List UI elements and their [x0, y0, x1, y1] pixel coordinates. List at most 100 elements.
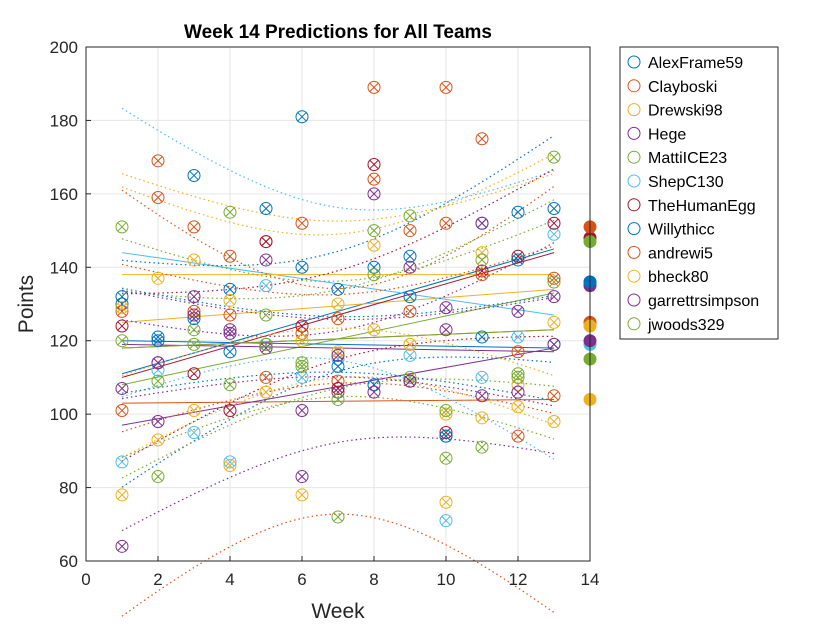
y-tick-label: 80: [59, 479, 78, 498]
legend-marker-Drewski98: [627, 103, 641, 117]
data-point-Drewski98: [223, 293, 237, 307]
y-tick-label: 100: [50, 405, 78, 424]
data-point-Willythicc: [403, 290, 417, 304]
data-point-MattiICE23: [511, 367, 525, 381]
data-point-AlexFrame59: [331, 282, 345, 296]
legend-marker-andrewi5: [627, 245, 641, 259]
confidence-band-Drewski98: [121, 153, 555, 236]
data-point-Hege: [259, 253, 273, 267]
data-point-bheck80: [259, 385, 273, 399]
data-point-Clayboski: [295, 216, 309, 230]
data-point-andrewi5: [259, 370, 273, 384]
data-point-ShepC130: [115, 455, 129, 469]
fit-line-garrettrsimpson: [121, 343, 555, 353]
axis-ticks: 0 2 4 6 8 10 12 14 60 80 100 120 140 160 180 200: [50, 38, 600, 589]
data-point-ShepC130: [223, 455, 237, 469]
y-tick-label: 120: [50, 332, 78, 351]
data-point-MattiICE23: [367, 268, 381, 282]
legend-marker-Willythicc: [627, 222, 641, 236]
data-point-Clayboski: [367, 80, 381, 94]
legend-marker-ShepC130: [627, 174, 641, 188]
x-tick-label: 14: [581, 570, 600, 589]
data-point-Drewski98: [367, 238, 381, 252]
data-point-Hege: [331, 385, 345, 399]
data-point-MattiICE23: [403, 370, 417, 384]
plot-frame: [85, 46, 591, 562]
data-point-ShepC130: [259, 279, 273, 293]
data-point-jwoods329: [187, 337, 201, 351]
data-point-andrewi5: [403, 304, 417, 318]
data-point-Hege: [295, 470, 309, 484]
confidence-band-jwoods329: [121, 219, 555, 282]
legend-label: andrewi5: [648, 245, 713, 262]
data-point-ShepC130: [187, 426, 201, 439]
data-point-AlexFrame59: [367, 260, 381, 274]
data-point-ShepC130: [295, 370, 309, 384]
data-point-Clayboski: [115, 403, 129, 417]
data-point-bheck80: [223, 459, 237, 473]
data-point-garrettrsimpson: [511, 385, 525, 399]
data-point-AlexFrame59: [151, 330, 165, 344]
data-point-garrettrsimpson: [367, 385, 381, 399]
data-point-TheHumanEgg: [187, 367, 201, 381]
data-point-AlexFrame59: [115, 290, 129, 304]
x-tick-label: 10: [437, 570, 456, 589]
legend-marker-AlexFrame59: [627, 55, 641, 69]
legend-marker-TheHumanEgg: [627, 198, 641, 212]
x-tick-label: 2: [153, 570, 162, 589]
data-point-AlexFrame59: [403, 249, 417, 263]
data-point-bheck80: [511, 378, 525, 392]
y-tick-label: 140: [50, 258, 78, 277]
data-point-bheck80: [115, 301, 129, 315]
data-point-TheHumanEgg: [547, 216, 561, 230]
confidence-band-jwoods329: [121, 395, 555, 458]
data-point-bheck80: [151, 271, 165, 285]
data-point-andrewi5: [475, 268, 489, 282]
data-point-MattiICE23: [295, 356, 309, 370]
data-point-jwoods329: [331, 392, 345, 406]
data-point-Drewski98: [439, 495, 453, 509]
data-point-jwoods329: [403, 209, 417, 223]
data-point-Clayboski: [511, 429, 525, 443]
data-point-MattiICE23: [547, 275, 561, 289]
data-point-AlexFrame59: [547, 202, 561, 216]
data-point-ShepC130: [439, 514, 453, 528]
legend-marker-jwoods329: [627, 317, 641, 331]
legend-label: ShepC130: [648, 174, 724, 191]
fit-line-Willythicc: [121, 340, 555, 349]
data-point-TheHumanEgg: [331, 381, 345, 395]
data-point-Hege: [223, 323, 237, 337]
data-point-MattiICE23: [331, 510, 345, 524]
confidence-band-Clayboski: [121, 185, 555, 290]
y-tick-label: 180: [50, 111, 78, 130]
data-point-ShepC130: [547, 227, 561, 241]
legend-label: Willythicc: [648, 222, 715, 239]
data-point-MattiICE23: [439, 451, 453, 465]
y-axis-label: Points: [15, 275, 38, 333]
legend-marker-bheck80: [627, 269, 641, 283]
legend-marker-Hege: [627, 126, 641, 140]
data-point-ShepC130: [511, 330, 525, 344]
data-point-jwoods329: [547, 150, 561, 164]
data-point-bheck80: [475, 246, 489, 260]
data-point-garrettrsimpson: [403, 374, 417, 388]
chart-title: Week 14 Predictions for All Teams: [184, 22, 492, 43]
data-point-Clayboski: [439, 80, 453, 94]
data-point-Clayboski: [403, 224, 417, 238]
data-point-Clayboski: [547, 389, 561, 403]
data-point-jwoods329: [115, 220, 129, 234]
legend-label: Hege: [648, 126, 686, 143]
legend-label: bheck80: [648, 269, 709, 286]
x-axis-label: Week: [311, 600, 365, 623]
data-point-bheck80: [439, 407, 453, 421]
legend-marker-Clayboski: [627, 79, 641, 93]
data-point-jwoods329: [259, 337, 273, 351]
data-point-Drewski98: [475, 411, 489, 425]
y-tick-label: 160: [50, 185, 78, 204]
fit-line-TheHumanEgg: [121, 252, 555, 378]
data-point-Drewski98: [547, 414, 561, 428]
confidence-band-TheHumanEgg: [121, 168, 555, 295]
legend-label: garrettrsimpson: [648, 293, 759, 310]
data-point-jwoods329: [151, 470, 165, 484]
data-point-jwoods329: [367, 224, 381, 238]
